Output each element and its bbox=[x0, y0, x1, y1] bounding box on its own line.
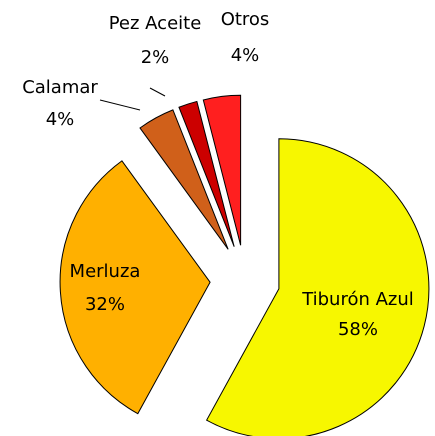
slice-label: Calamar bbox=[22, 77, 98, 98]
pie-slice bbox=[202, 94, 242, 246]
slice-label: Otros bbox=[221, 9, 270, 30]
slice-value-label: 2% bbox=[141, 47, 170, 68]
pie-slice bbox=[205, 138, 430, 436]
leader-line bbox=[99, 99, 141, 111]
slice-label: Merluza bbox=[70, 261, 141, 282]
slice-value-label: 58% bbox=[338, 319, 378, 340]
slice-value-label: 4% bbox=[46, 109, 75, 130]
slice-label: Pez Aceite bbox=[109, 13, 202, 34]
pie-slice bbox=[178, 100, 235, 247]
pie-slice bbox=[59, 160, 211, 415]
pie-slice bbox=[139, 109, 229, 250]
slice-value-label: 32% bbox=[85, 294, 125, 315]
slice-value-label: 4% bbox=[231, 45, 260, 66]
slice-label: Tiburón Azul bbox=[301, 289, 414, 310]
leader-line bbox=[149, 87, 166, 97]
